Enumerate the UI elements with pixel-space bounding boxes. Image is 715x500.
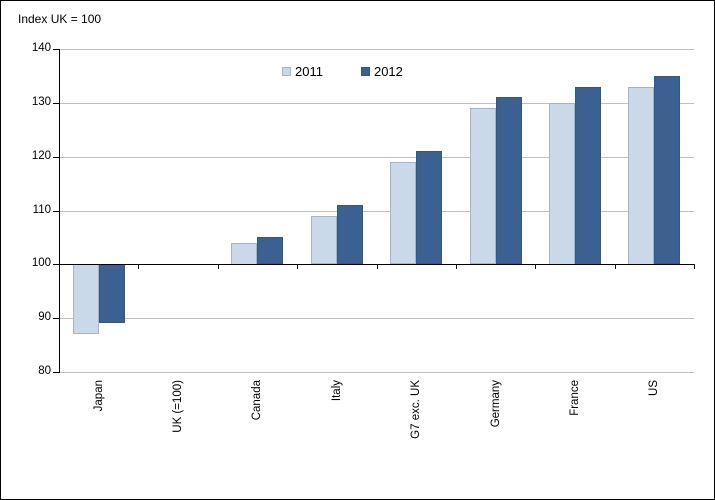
gridline	[59, 157, 694, 158]
gridline	[59, 318, 694, 319]
y-axis-label: 140	[31, 42, 51, 54]
x-axis-label-text: France	[569, 380, 581, 416]
x-axis-tick	[59, 264, 60, 269]
x-axis-label-japan: Japan	[92, 380, 106, 499]
x-axis-label-text: US	[648, 380, 660, 396]
gridline	[59, 49, 694, 50]
bar-2012-g7-exc-uk	[416, 151, 442, 264]
x-axis-label-g7-exc-uk: G7 exc. UK	[409, 380, 423, 499]
x-axis-tick	[218, 264, 219, 269]
x-axis-tick	[615, 264, 616, 269]
legend-swatch-2011	[282, 67, 291, 76]
gridline	[59, 211, 694, 212]
bar-2011-canada	[231, 243, 257, 265]
x-axis-tick	[377, 264, 378, 269]
x-axis-label-italy: Italy	[330, 380, 344, 499]
legend-label-2012: 2012	[373, 64, 403, 79]
x-axis-label-france: France	[568, 380, 582, 499]
x-axis-label-germany: Germany	[489, 380, 503, 499]
legend-item-2011: 2011	[282, 64, 323, 79]
bar-2011-us	[628, 87, 654, 265]
y-axis-tick	[53, 372, 59, 373]
y-axis-tick	[53, 103, 59, 104]
legend-swatch-2012	[360, 67, 370, 76]
y-axis-tick	[53, 157, 59, 158]
bar-2012-france	[575, 87, 601, 265]
x-axis-tick	[535, 264, 536, 269]
x-axis-line	[59, 264, 694, 265]
x-axis-label-text: Italy	[331, 380, 343, 402]
gridline	[59, 372, 694, 373]
y-axis-label: 130	[31, 96, 51, 108]
x-axis-tick	[456, 264, 457, 269]
y-axis-tick	[53, 49, 59, 50]
y-axis-tick	[53, 211, 59, 212]
x-axis-label-us: US	[647, 380, 661, 499]
bar-2012-italy	[337, 205, 363, 264]
bar-2011-japan	[73, 264, 99, 334]
x-axis-label-text: G7 exc. UK	[410, 380, 422, 439]
y-axis-label: 110	[32, 204, 51, 216]
legend-label-2011: 2011	[295, 64, 323, 79]
bar-2012-japan	[99, 264, 125, 323]
gridline	[59, 103, 694, 104]
x-axis-label-canada: Canada	[250, 380, 264, 499]
bar-2012-germany	[496, 97, 522, 264]
y-axis-label: 120	[31, 150, 51, 162]
bar-2012-us	[654, 76, 680, 264]
x-axis-label-text: Japan	[93, 380, 105, 412]
bar-2012-canada	[257, 237, 283, 264]
x-axis-label-text: Canada	[251, 380, 263, 421]
y-axis-tick	[53, 264, 59, 265]
y-axis-label: 90	[38, 311, 51, 323]
x-axis-label-uk-100: UK (=100)	[171, 380, 185, 499]
x-axis-tick	[694, 264, 695, 269]
x-axis-label-text: UK (=100)	[172, 380, 184, 433]
chart-title: Index UK = 100	[18, 12, 102, 26]
y-axis-label: 80	[38, 365, 51, 377]
bar-2011-italy	[311, 216, 337, 264]
legend-item-2012: 2012	[360, 64, 403, 79]
y-axis-line	[59, 49, 60, 373]
x-axis-tick	[297, 264, 298, 269]
bar-2011-germany	[470, 108, 496, 264]
x-axis-label-text: Germany	[490, 380, 502, 428]
legend: 2011 2012	[282, 64, 403, 79]
bar-2011-france	[549, 103, 575, 265]
y-axis-label: 100	[31, 257, 51, 269]
bar-2011-g7-exc-uk	[390, 162, 416, 264]
y-axis-tick	[53, 318, 59, 319]
x-axis-tick	[138, 264, 139, 269]
